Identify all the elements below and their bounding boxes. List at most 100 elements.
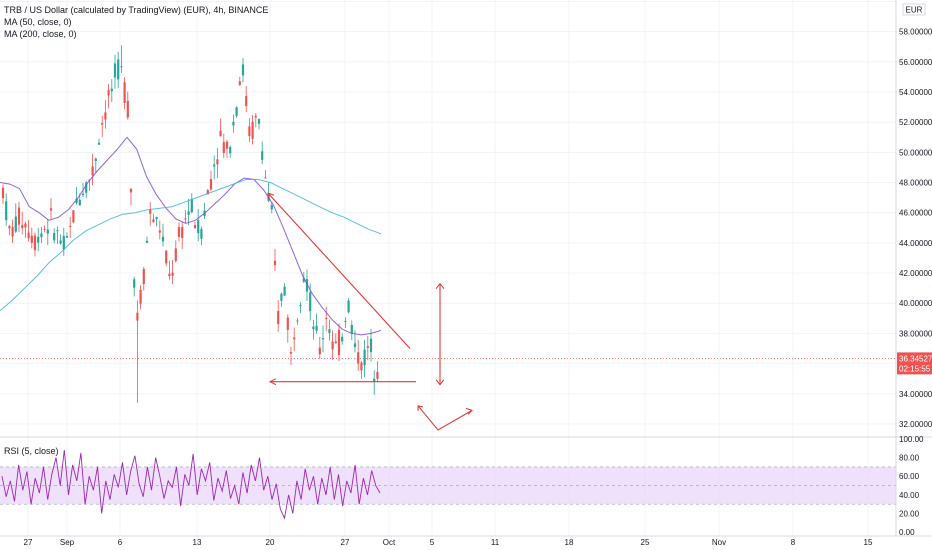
candle-body: [104, 112, 107, 120]
candle-down: [33, 232, 37, 257]
candle-down: [293, 327, 296, 352]
rsi-tick-label: 0.00: [899, 528, 915, 537]
candle-up: [363, 339, 366, 378]
ma50-legend: MA (50, close, 0): [4, 17, 72, 27]
candle-up: [347, 298, 350, 314]
candle-up: [65, 232, 69, 238]
candle-body: [261, 151, 264, 160]
time-tick-label: Oct: [383, 538, 396, 547]
candle-body: [152, 219, 155, 223]
candle-up: [145, 236, 149, 244]
candle-up: [120, 45, 123, 73]
time-tick-label: 13: [193, 538, 202, 547]
candle-down: [318, 336, 321, 359]
candle-body: [72, 210, 75, 223]
candle-body: [181, 227, 184, 238]
candle-up: [113, 54, 117, 89]
candle-down: [17, 201, 21, 233]
candle-up: [37, 227, 40, 252]
candle-body: [229, 146, 232, 154]
candle-body: [27, 232, 30, 239]
candle-up: [213, 155, 216, 180]
time-tick-label: 6: [118, 538, 123, 547]
candle-down: [8, 224, 11, 236]
candle-down: [245, 86, 248, 113]
candle-body: [161, 236, 165, 242]
candle-up: [161, 223, 165, 247]
candle-down: [360, 360, 363, 379]
candle-down: [222, 133, 225, 159]
candle-body: [376, 371, 379, 379]
candle-up: [232, 114, 235, 133]
candle-up: [75, 187, 78, 205]
candle-body: [366, 346, 369, 348]
time-tick-label: 27: [24, 538, 33, 547]
candle-down: [331, 330, 334, 360]
arrow-head: [267, 192, 275, 200]
candle-body: [168, 273, 171, 277]
candle-up: [341, 333, 344, 345]
candle-body: [331, 341, 334, 350]
candle-body: [8, 226, 11, 229]
candle-up: [62, 227, 65, 256]
candle-body: [222, 142, 225, 154]
candle-down: [149, 201, 152, 226]
candle-body: [206, 190, 209, 195]
candle-down: [21, 211, 24, 235]
candle-up: [315, 313, 318, 334]
candle-down: [27, 220, 30, 242]
candle-down: [139, 285, 142, 310]
candle-body: [219, 130, 222, 137]
candle-body: [155, 217, 158, 220]
candle-body: [257, 119, 261, 124]
candle-down: [251, 114, 254, 145]
candle-body: [46, 229, 49, 234]
candle-body: [216, 159, 219, 165]
candle-body: [43, 228, 46, 230]
candle-body: [373, 378, 376, 382]
candle-up: [344, 317, 347, 328]
ma200-line: [0, 179, 382, 312]
candle-body: [248, 126, 251, 137]
candle-up: [328, 319, 331, 341]
candle-body: [325, 317, 328, 319]
candle-body: [296, 320, 299, 322]
candle-body: [177, 227, 181, 237]
candle-up: [257, 118, 261, 130]
candle-down: [123, 77, 126, 110]
candle-body: [145, 240, 149, 243]
last-price-label: 36.34527802:15:55: [897, 352, 932, 375]
candle-up: [270, 201, 273, 214]
candle-body: [293, 337, 296, 340]
candle-down: [11, 219, 14, 244]
candle-down: [357, 339, 360, 371]
candle-up: [203, 202, 206, 220]
candle-body: [136, 312, 139, 321]
candle-body: [363, 349, 366, 366]
candle-body: [213, 164, 216, 167]
candle-up: [280, 292, 283, 307]
candle-up: [200, 226, 203, 246]
candle-body: [369, 338, 373, 352]
candle-body: [238, 81, 241, 85]
candle-down: [289, 346, 293, 366]
candle-down: [43, 225, 46, 233]
candle-up: [299, 301, 302, 314]
candle-down: [325, 306, 328, 332]
candle-up: [190, 193, 193, 214]
candle-down: [91, 153, 94, 186]
rsi-line: [1, 450, 381, 520]
candle-down: [49, 198, 53, 220]
candle-body: [30, 235, 33, 243]
time-tick-label: 11: [491, 538, 500, 547]
ma50-line: [0, 136, 382, 336]
arrow-head: [417, 405, 424, 411]
candle-down: [334, 333, 337, 344]
candle-body: [158, 230, 161, 233]
candle-body: [187, 211, 190, 215]
candle-up: [350, 320, 353, 341]
